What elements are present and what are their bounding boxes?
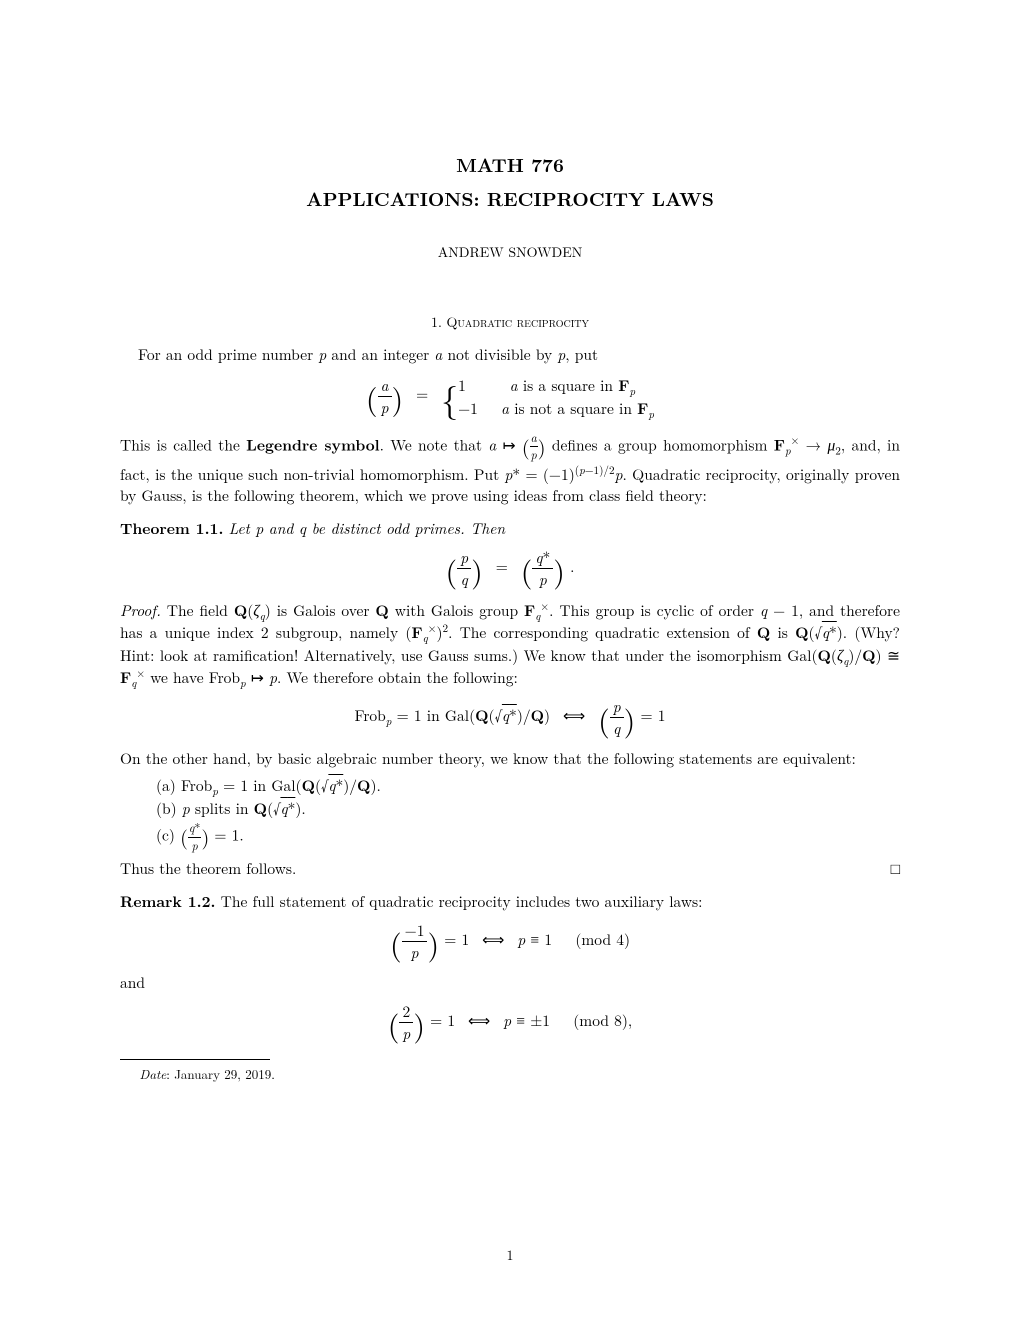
proof-item-list: (a) Frobp = 1 in Gal(Q(√q*)/Q). (b) p sp… <box>156 774 900 855</box>
theorem-label: Theorem 1.1. <box>120 516 223 539</box>
title-block: MATH 776 APPLICATIONS: RECIPROCITY LAWS … <box>120 150 900 262</box>
legendre-symbol-term: Legendre symbol <box>246 432 379 455</box>
remark-and: and <box>120 972 900 993</box>
proof-para1: Proof. The field Q(ζq) is Galois over Q … <box>120 599 900 689</box>
list-item: (c) (q*p) = 1. <box>156 820 900 854</box>
section-number: 1. <box>431 312 442 332</box>
remark-display1: (−1p) = 1 ⟺ p ≡ 1 (mod 4) <box>120 920 900 964</box>
footnote-date-value: : January 29, 2019. <box>166 1064 275 1083</box>
page: MATH 776 APPLICATIONS: RECIPROCITY LAWS … <box>0 0 1020 1320</box>
proof-para2: On the other hand, by basic algebraic nu… <box>120 748 900 769</box>
section-title: Quadratic reciprocity <box>447 312 590 332</box>
author: ANDREW SNOWDEN <box>120 242 900 262</box>
qed-symbol: □ <box>891 858 900 879</box>
footnote-date-label: Date <box>140 1064 167 1083</box>
remark-text: The full statement of quadratic reciproc… <box>221 891 703 912</box>
proof-display1: Frobp = 1 in Gal(Q(√q*)/Q) ⟺ (pq) = 1 <box>120 696 900 740</box>
theorem-block: Theorem 1.1. Let p and q be distinct odd… <box>120 517 900 539</box>
list-item: (a) Frobp = 1 in Gal(Q(√q*)/Q). <box>156 774 900 796</box>
legendre-definition-display: (ap) = { 1 a is a square in Fp −1 a is n… <box>120 373 900 421</box>
intro-para2: This is called the Legendre symbol. We n… <box>120 430 900 507</box>
proof-conclusion-text: Thus the theorem follows. <box>120 858 296 879</box>
intro-line1: For an odd prime number p and an integer… <box>120 344 900 365</box>
theorem-statement: Let p and q be distinct odd primes. Then <box>229 518 506 539</box>
remark-block: Remark 1.2. The full statement of quadra… <box>120 890 900 912</box>
list-item: (b) p splits in Q(√q*). <box>156 797 900 819</box>
page-number: 1 <box>120 1245 900 1265</box>
footnote: Date: January 29, 2019. <box>120 1064 900 1083</box>
theorem-display: (pq) = (q*p) . <box>120 547 900 591</box>
course-code: MATH 776 <box>120 150 900 178</box>
proof-conclusion: Thus the theorem follows. □ <box>120 858 900 879</box>
section-heading: 1. Quadratic reciprocity <box>120 312 900 332</box>
proof-label: Proof. <box>120 600 161 621</box>
paper-title: APPLICATIONS: RECIPROCITY LAWS <box>120 184 900 212</box>
remark-label: Remark 1.2. <box>120 889 215 912</box>
remark-display2: (2p) = 1 ⟺ p ≡ ±1 (mod 8), <box>120 1001 900 1045</box>
footnote-rule <box>120 1059 270 1060</box>
